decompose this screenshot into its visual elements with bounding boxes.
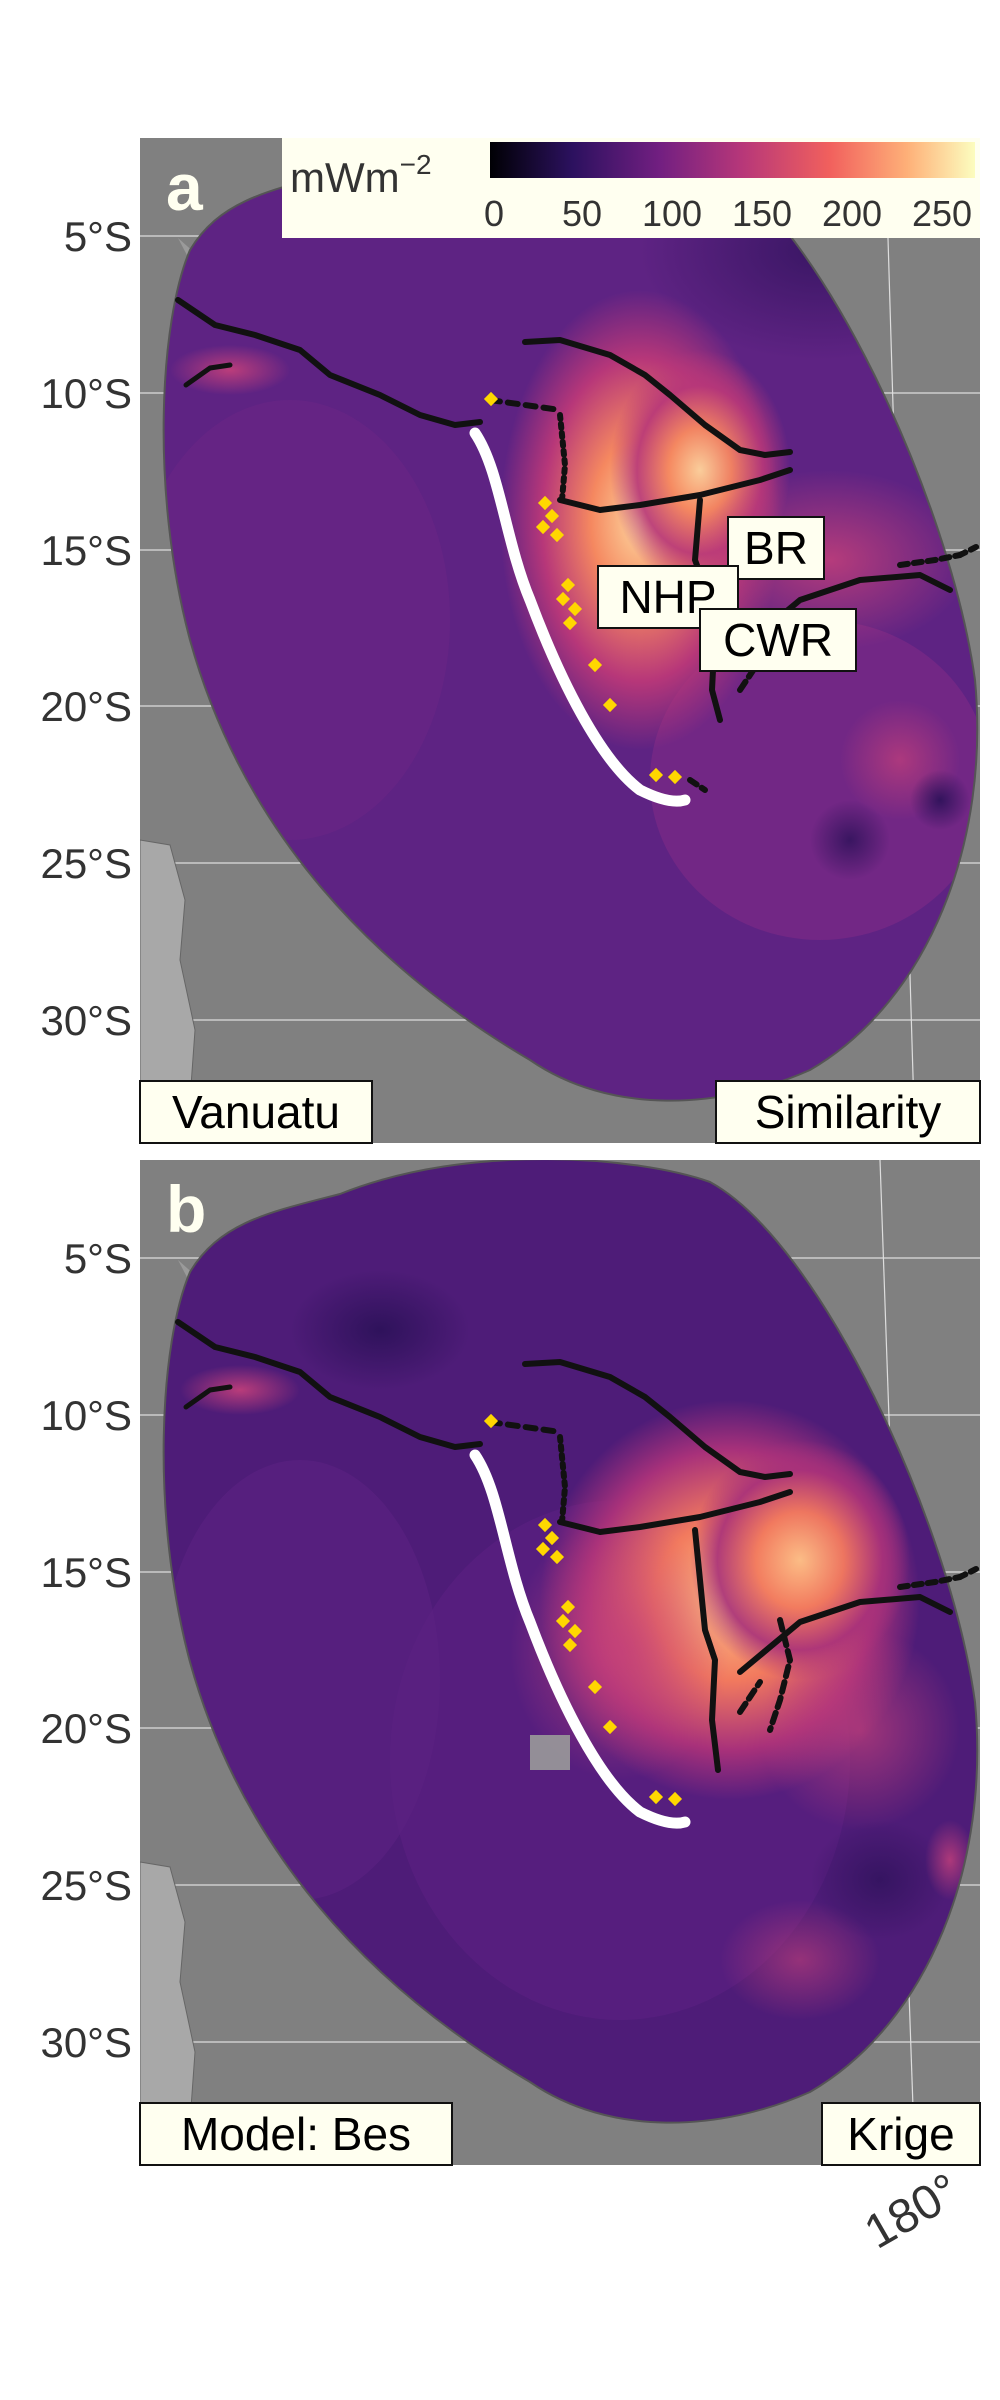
colorbar-tick-100: 100	[642, 193, 702, 234]
panel-a-region-box	[139, 1080, 373, 1144]
panel-b-method-label: Krige	[847, 2108, 954, 2160]
panel-b-method-box	[821, 2102, 981, 2166]
panel-b-ellipse-outline	[162, 1160, 979, 2124]
lat-5s-b: 5°S	[64, 1235, 132, 1282]
lat-15s-a: 15°S	[40, 527, 132, 574]
panel-a-region-label: Vanuatu	[172, 1086, 340, 1138]
colorbar-gradient	[490, 142, 975, 178]
lat-20s-a: 20°S	[40, 683, 132, 730]
label-cwr: CWR	[723, 614, 833, 666]
panel-a: mWm−2 0 50 100 150 200 250 a BR NHP CWR …	[139, 138, 981, 1144]
colorbar-tick-50: 50	[562, 193, 602, 234]
panel-a-land-australia	[140, 839, 201, 1143]
panel-b: b Model: Bes Krige	[139, 1160, 981, 2166]
lat-20s-b: 20°S	[40, 1705, 132, 1752]
colorbar-tick-250: 250	[912, 193, 972, 234]
colorbar-tick-labels: 0 50 100 150 200 250	[484, 193, 972, 234]
panel-a-method-box	[715, 1080, 981, 1144]
panel-a-letter: a	[166, 150, 204, 224]
lat-25s-a: 25°S	[40, 840, 132, 887]
lat-15s-b: 15°S	[40, 1549, 132, 1596]
panel-a-method-label: Similarity	[755, 1086, 942, 1138]
lat-25s-b: 25°S	[40, 1862, 132, 1909]
panel-b-plate-boundaries	[175, 1319, 980, 1773]
label-br: BR	[744, 522, 808, 574]
panel-b-letter: b	[166, 1172, 206, 1246]
label-box-cwr	[699, 608, 857, 672]
panel-b-volcanoes	[483, 1413, 683, 1807]
lat-10s-b: 10°S	[40, 1392, 132, 1439]
colorbar-tick-200: 200	[822, 193, 882, 234]
label-box-br	[727, 516, 825, 580]
lat-5s-a: 5°S	[64, 213, 132, 260]
panel-b-region-label: Model: Bes	[181, 2108, 411, 2160]
colorbar-unit: mWm−2	[290, 149, 432, 201]
lat-30s-a: 30°S	[40, 997, 132, 1044]
panel-b-lat-labels: 5°S 10°S 15°S 20°S 25°S 30°S	[40, 1235, 132, 2066]
panel-b-region-box	[139, 2102, 453, 2166]
panel-a-lat-labels: 5°S 10°S 15°S 20°S 25°S 30°S	[40, 213, 132, 1044]
lat-30s-b: 30°S	[40, 2019, 132, 2066]
colorbar-tick-150: 150	[732, 193, 792, 234]
panel-b-land-australia	[140, 1861, 201, 2165]
colorbar-tick-0: 0	[484, 193, 504, 234]
panel-a-volcanoes	[483, 391, 683, 785]
lat-10s-a: 10°S	[40, 370, 132, 417]
panel-a-trench	[469, 427, 691, 807]
lon-180-label: 180°	[856, 2164, 968, 2260]
panel-b-trench	[469, 1449, 691, 1829]
